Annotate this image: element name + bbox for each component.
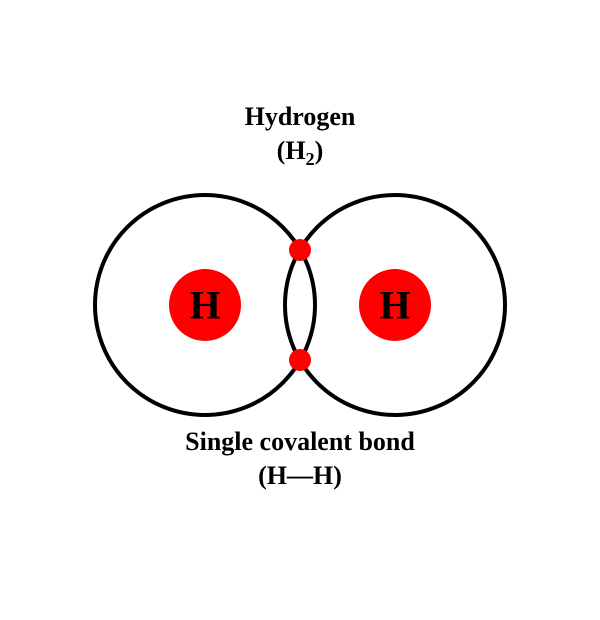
- caption-block: Single covalent bond (H—H): [185, 425, 415, 493]
- nucleus-right-label: H: [379, 283, 410, 328]
- diagram-container: Hydrogen (H2) H H Single covalent bond (…: [0, 0, 600, 620]
- molecule-svg: H H: [0, 0, 600, 620]
- caption-formula: (H—H): [185, 459, 415, 493]
- electron-bottom: [289, 349, 311, 371]
- caption-text: Single covalent bond: [185, 425, 415, 459]
- electron-top: [289, 239, 311, 261]
- nucleus-left-label: H: [189, 283, 220, 328]
